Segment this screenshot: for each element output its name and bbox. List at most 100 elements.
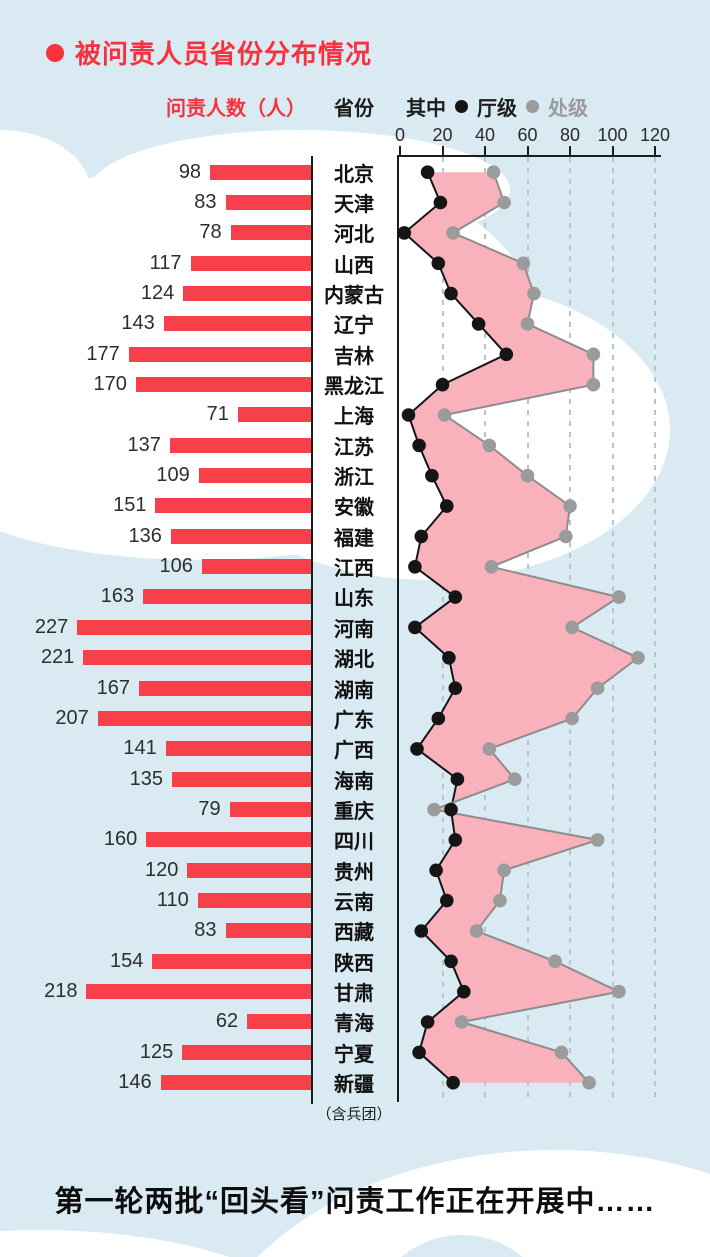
bar-value: 135 <box>129 767 163 790</box>
bar <box>165 741 311 757</box>
province-label: 上海 <box>334 406 374 429</box>
province-row: 137 江苏 <box>0 430 710 460</box>
tingji-dot <box>408 560 422 574</box>
axis-tick <box>441 146 444 156</box>
bar <box>128 346 311 362</box>
bar <box>143 589 311 605</box>
province-label: 黑龙江 <box>324 376 384 399</box>
bar-cell: 143 <box>0 312 311 335</box>
province-label: 广东 <box>334 709 374 732</box>
axis-tick-label: 120 <box>639 125 671 145</box>
tingji-dot <box>431 711 446 726</box>
bar-value: 163 <box>100 585 135 608</box>
province-row: 125 宁夏 <box>0 1037 710 1067</box>
bar-value: 218 <box>44 979 78 1002</box>
bar <box>169 437 311 453</box>
tingji-dot <box>457 984 471 999</box>
legend: 其中 厅级 处级 <box>406 92 588 121</box>
chuji-dot <box>527 286 541 301</box>
chuji-dot <box>554 1045 569 1060</box>
chuji-dot <box>497 195 511 210</box>
chuji-dot <box>482 438 497 453</box>
tingji-dot <box>440 499 454 513</box>
province-row: 71 上海 <box>0 400 710 430</box>
province-label: 贵州 <box>334 861 374 884</box>
province-row: 78 河北 <box>0 218 710 248</box>
province-label: 山东 <box>334 588 374 611</box>
chuji-dot <box>482 742 497 756</box>
province-label: 青海 <box>334 1013 374 1036</box>
bar-value: 83 <box>194 191 217 214</box>
chuji-dot <box>469 924 484 938</box>
province-label: 江苏 <box>334 436 374 459</box>
bar-cell: 141 <box>0 737 311 760</box>
bar-value: 124 <box>140 282 175 305</box>
bar-value: 125 <box>139 1040 174 1063</box>
tingji-dot <box>414 924 429 938</box>
tingji-dot <box>412 1045 426 1060</box>
province-row: 227 河南 <box>0 612 710 642</box>
bar <box>86 983 311 999</box>
bar-value: 177 <box>86 342 120 365</box>
tingji-dot <box>435 377 450 392</box>
bar-value: 79 <box>198 797 221 820</box>
province-label: 重庆 <box>334 800 374 823</box>
chuji-dot <box>520 468 535 483</box>
province-label: 内蒙古 <box>324 285 384 308</box>
bar <box>146 832 311 848</box>
bar-cell: 120 <box>0 859 311 882</box>
province-row: 146 新疆 <box>0 1067 710 1097</box>
bar <box>139 680 311 696</box>
bar <box>237 407 311 423</box>
province-row: 154 陕西 <box>0 946 710 976</box>
chuji-dot-icon <box>526 100 539 113</box>
axis-tick-label: 80 <box>559 125 581 145</box>
province-label: 辽宁 <box>334 315 374 338</box>
tingji-dot <box>412 438 426 453</box>
province-row: 83 天津 <box>0 187 710 217</box>
tingji-dot <box>431 256 446 271</box>
bar-cell: 160 <box>0 828 311 851</box>
bar-value: 110 <box>156 888 189 911</box>
province-label: 山西 <box>334 254 374 277</box>
bar <box>83 650 311 666</box>
tingji-dot <box>420 165 435 179</box>
footer-headline: 第一轮两批“回头看”问责工作正在开展中…… <box>54 1186 656 1218</box>
chuji-dot <box>590 833 605 847</box>
bar-cell: 83 <box>0 919 311 942</box>
tingji-dot-icon <box>455 100 468 113</box>
bar-cell: 170 <box>0 373 311 396</box>
chuji-dot <box>582 1075 596 1090</box>
bar <box>247 1014 311 1030</box>
tingji-dot <box>414 529 429 544</box>
axis-tick-label: 40 <box>474 125 496 145</box>
bar <box>225 923 311 939</box>
bar-cell: 154 <box>0 950 311 973</box>
province-label: 甘肃 <box>334 982 374 1005</box>
bar-value: 136 <box>128 524 162 547</box>
bar-cell: 62 <box>0 1010 311 1033</box>
tingji-dot <box>471 317 486 331</box>
tingji-dot <box>442 651 456 665</box>
bar-value: 143 <box>121 312 155 335</box>
bar-cell: 83 <box>0 191 311 214</box>
dot-area-chart <box>397 165 645 1090</box>
tingji-dot <box>446 1075 460 1090</box>
bar-cell: 151 <box>0 494 311 517</box>
province-row: 160 四川 <box>0 825 710 855</box>
axis-tick <box>484 146 486 156</box>
bar-value: 117 <box>149 251 182 274</box>
bar <box>210 164 311 180</box>
chuji-dot <box>493 893 507 908</box>
bar-cell: 117 <box>0 252 311 275</box>
chuji-dot <box>590 681 605 695</box>
bar-value: 170 <box>93 373 127 396</box>
province-row: 117 山西 <box>0 248 710 278</box>
chuji-dot <box>565 711 579 726</box>
bar-value: 120 <box>145 858 179 881</box>
bar-baseline <box>311 156 313 1104</box>
bar-value: 83 <box>194 919 217 942</box>
bar <box>171 771 311 787</box>
chuji-dot <box>586 347 601 362</box>
